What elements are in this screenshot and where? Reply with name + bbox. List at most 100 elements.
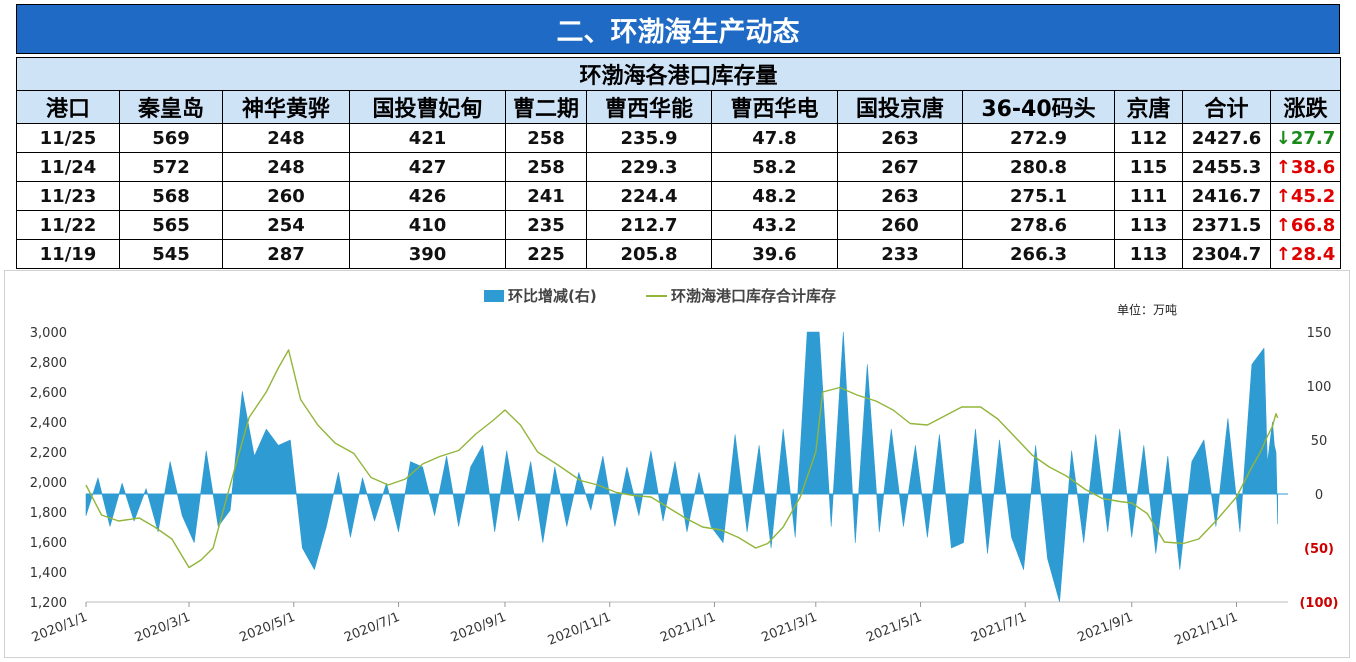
table-cell: 565 [119, 210, 223, 240]
table-cell-date: 11/24 [16, 152, 120, 182]
table-cell: 287 [222, 239, 350, 269]
table-cell: 2371.5 [1182, 210, 1271, 240]
y-left-tick-label: 2,200 [30, 446, 67, 461]
x-tick-label: 2020/9/1 [449, 610, 509, 646]
table-cell-change: ↓27.7 [1269, 123, 1342, 153]
table-header-7: 国投京唐 [837, 90, 963, 124]
table-cell: 2304.7 [1182, 239, 1271, 269]
y-left-tick-label: 2,400 [30, 416, 67, 431]
table-cell: 58.2 [711, 152, 838, 182]
table-cell-change: ↑66.8 [1269, 210, 1342, 240]
table-header-0: 港口 [16, 90, 120, 124]
section-banner: 二、环渤海生产动态 [16, 4, 1340, 54]
table-cell: 225 [505, 239, 587, 269]
table-header-1: 秦皇岛 [119, 90, 223, 124]
table-cell: 254 [222, 210, 350, 240]
table-cell: 233 [837, 239, 963, 269]
table-header-9: 京唐 [1114, 90, 1183, 124]
y-right-tick-label: (50) [1304, 542, 1334, 557]
y-right-tick-label: 150 [1307, 326, 1332, 341]
table-header-4: 曹二期 [505, 90, 587, 124]
y-left-tick-label: 2,800 [30, 356, 67, 371]
y-right-tick-label: 50 [1311, 434, 1328, 449]
table-cell: 112 [1114, 123, 1183, 153]
table-cell: 267 [837, 152, 963, 182]
table-cell-date: 11/19 [16, 239, 120, 269]
table-cell: 545 [119, 239, 223, 269]
table-row: 11/24 572 248 427 258 229.3 58.2 267 280.8 115 245… [16, 152, 1342, 182]
table-cell: 115 [1114, 152, 1183, 182]
table-cell-change: ↑45.2 [1269, 181, 1342, 211]
table-cell: 205.8 [586, 239, 712, 269]
table-header-8: 36-40码头 [962, 90, 1115, 124]
table-cell: 410 [349, 210, 506, 240]
table-cell: 248 [222, 152, 350, 182]
table-cell-date: 11/23 [16, 181, 120, 211]
table-cell: 569 [119, 123, 223, 153]
legend-area-label: 环比增减(右) [508, 287, 597, 305]
table-cell: 248 [222, 123, 350, 153]
table-cell: 426 [349, 181, 506, 211]
table-cell: 43.2 [711, 210, 838, 240]
y-left-tick-label: 1,600 [30, 536, 67, 551]
y-right-tick-label: 0 [1315, 488, 1323, 503]
table-cell: 568 [119, 181, 223, 211]
table-cell: 113 [1114, 210, 1183, 240]
y-right-tick-label: 100 [1307, 380, 1332, 395]
x-tick-label: 2020/3/1 [133, 610, 193, 646]
table-cell: 390 [349, 239, 506, 269]
table-cell: 111 [1114, 181, 1183, 211]
table-header-3: 国投曹妃甸 [349, 90, 506, 124]
y-right-tick-label: (100) [1299, 596, 1338, 611]
x-tick-label: 2021/11/1 [1173, 610, 1240, 649]
table-header-2: 神华黄骅 [222, 90, 350, 124]
y-left-tick-label: 2,600 [30, 386, 67, 401]
y-left-tick-label: 2,000 [30, 476, 67, 491]
y-left-tick-label: 1,400 [30, 566, 67, 581]
table-row: 11/19 545 287 390 225 205.8 39.6 233 266.3 113 230… [16, 239, 1342, 269]
table-cell: 229.3 [586, 152, 712, 182]
table-cell-change: ↑38.6 [1269, 152, 1342, 182]
table-cell: 224.4 [586, 181, 712, 211]
table-title: 环渤海各港口库存量 [15, 57, 1342, 91]
y-left-tick-label: 1,200 [30, 596, 67, 611]
table-cell-date: 11/22 [16, 210, 120, 240]
legend-area-swatch [484, 290, 504, 302]
table-cell-date: 11/25 [16, 123, 120, 153]
inventory-chart: 环比增减(右) 环渤海港口库存合计库存 单位：万吨 3,000 2,800 2,60… [30, 287, 1339, 649]
x-tick-label: 2020/11/1 [546, 610, 613, 649]
y-left-tick-label: 1,800 [30, 506, 67, 521]
table-cell: 272.9 [962, 123, 1115, 153]
table-cell: 2455.3 [1182, 152, 1271, 182]
inventory-line-series [85, 349, 1279, 569]
x-tick-label: 2021/3/1 [760, 610, 820, 646]
chart-legend: 环比增减(右) 环渤海港口库存合计库存 [484, 287, 836, 305]
x-tick-label: 2021/1/1 [658, 610, 718, 646]
chart-container: 环比增减(右) 环渤海港口库存合计库存 单位：万吨 3,000 2,800 2,60… [4, 270, 1350, 658]
table-row: 11/25 569 248 421 258 235.9 47.8 263 272.9 112 242… [16, 123, 1342, 153]
table-cell: 2416.7 [1182, 181, 1271, 211]
table-cell: 260 [837, 210, 963, 240]
table-cell: 212.7 [586, 210, 712, 240]
table-cell: 113 [1114, 239, 1183, 269]
y-left-tick-label: 3,000 [30, 326, 67, 341]
table-cell: 266.3 [962, 239, 1115, 269]
table-cell: 421 [349, 123, 506, 153]
table-cell: 235 [505, 210, 587, 240]
x-tick-label: 2021/7/1 [969, 610, 1029, 646]
table-cell: 275.1 [962, 181, 1115, 211]
table-row: 11/22 565 254 410 235 212.7 43.2 260 278.6 113 237… [16, 210, 1342, 240]
x-tick-label: 2020/7/1 [342, 610, 402, 646]
table-cell: 427 [349, 152, 506, 182]
table-body: 11/25 569 248 421 258 235.9 47.8 263 272.9 112 242… [16, 123, 1342, 269]
banner-title: 二、环渤海生产动态 [556, 16, 800, 48]
table-header-6: 曹西华电 [711, 90, 838, 124]
inventory-table: 环渤海各港口库存量 港口 秦皇岛 神华黄骅 国投曹妃甸 曹二期 曹西华能 曹西华电 国投京唐 3… [15, 57, 1342, 269]
table-cell: 260 [222, 181, 350, 211]
change-area-series [85, 331, 1288, 603]
table-cell: 258 [505, 123, 587, 153]
table-cell: 241 [505, 181, 587, 211]
x-tick-label: 2021/9/1 [1075, 610, 1135, 646]
x-tick-label: 2021/5/1 [864, 610, 924, 646]
table-cell: 235.9 [586, 123, 712, 153]
